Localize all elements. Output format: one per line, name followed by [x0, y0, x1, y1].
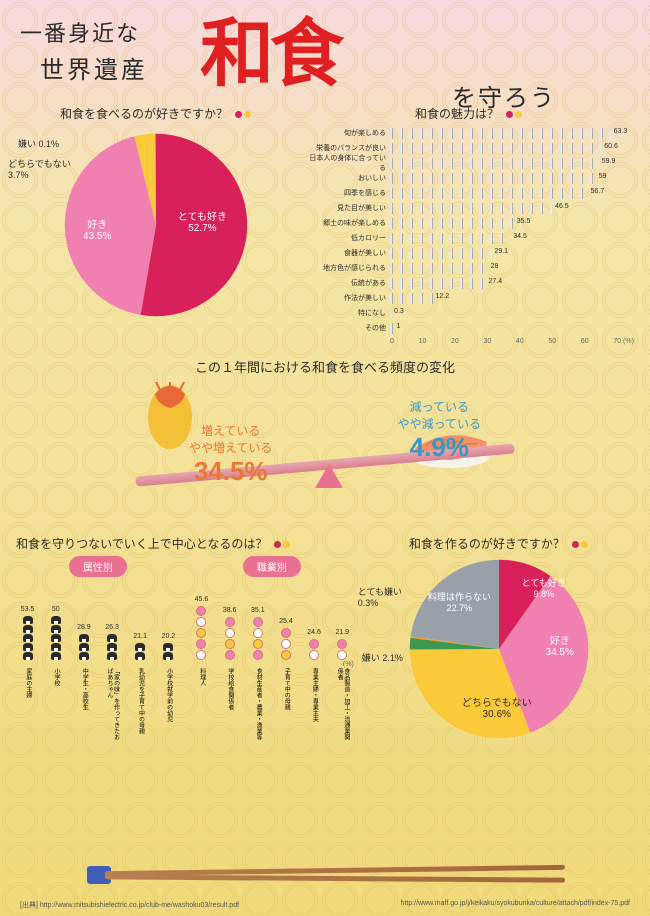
bar-label: 栄養のバランスが良い: [304, 143, 390, 153]
bar-label: 特になし: [304, 308, 390, 318]
footer-right: http://www.maff.go.jp/j/keikaku/syokubun…: [401, 900, 630, 910]
bar-row: 食器が美しい29.1: [304, 246, 634, 260]
vbar-label: 乳幼児を子育て中の母親: [129, 668, 152, 744]
bar-label: 日本人の身体に合っている: [304, 153, 390, 173]
footer: [出典] http://www.mitsubishielectric.co.jp…: [0, 900, 650, 910]
bar-row: 日本人の身体に合っている59.9: [304, 156, 634, 170]
footer-left: [出典] http://www.mitsubishielectric.co.jp…: [20, 900, 239, 910]
bar-label: 作法が美しい: [304, 293, 390, 303]
vbar-label: 食材生産者・農業・漁業等: [246, 668, 269, 744]
bar-label: おいしい: [304, 173, 390, 183]
bar-label: 伝統がある: [304, 278, 390, 288]
vbar-label: 子育て中の母親: [274, 668, 297, 744]
bar-row: 郷土の味が楽しめる35.5: [304, 216, 634, 230]
vbar: 45.6: [190, 596, 213, 661]
bar-label: 旬が楽しめる: [304, 128, 390, 138]
vbar: 38.6: [218, 607, 241, 661]
vbar: 35.1: [246, 607, 269, 661]
vbar-unit: (%): [190, 661, 354, 668]
bar-label: その他: [304, 323, 390, 333]
pie2-l2: どちらでもない30.6%: [462, 694, 532, 720]
seesaw-right: 減っているやや減っている 4.9%: [398, 398, 481, 463]
vbar-label: 家庭の主婦: [16, 668, 39, 744]
bar-row: 四季を感じる56.7: [304, 186, 634, 200]
pie2-ext-4: とても嫌い0.3%: [358, 585, 402, 608]
vbar: 21.1: [129, 633, 152, 661]
vbar-label: 「家の味」を作ってきたおばあちゃん: [100, 668, 123, 744]
vbar: 50: [44, 606, 67, 661]
pie2-l5: 料理は作らない22.7%: [428, 590, 491, 613]
bar-label: 見た目が美しい: [304, 203, 390, 213]
vbar-label: 学校給食関係者: [218, 668, 241, 744]
vbar: 20.2: [157, 633, 180, 661]
pie2-l0: とても好き9.8%: [522, 576, 566, 599]
bar-row: 特になし0.3: [304, 306, 634, 320]
pie2-section: 和食を作るのが好きですか？ とても嫌い0.3% 嫌い 2.1% とても好き9.8…: [364, 531, 634, 750]
pie1-slice-label-1: 好き43.5%: [83, 216, 111, 242]
seesaw-section: この１年間における和食を食べる頻度の変化 増えているやや増えている 34.5% …: [16, 357, 634, 527]
pie1-chart: とても好き52.7% 好き43.5%: [61, 130, 251, 320]
vbar: 21.9: [331, 629, 354, 661]
vbar-label: 専業主婦・専業主夫: [303, 668, 326, 744]
pie1-title: 和食を食べるのが好きですか？: [16, 105, 296, 122]
vbar-label: 小学校就学前の幼児: [157, 668, 180, 744]
seesaw-fulcrum: [315, 464, 343, 488]
bar-row: 低カロリー34.5: [304, 231, 634, 245]
vbar: 26.3: [100, 624, 123, 661]
bar-row: 見た目が美しい46.5: [304, 201, 634, 215]
header: 一番身近な 世界遺産 和食 を守ろう: [0, 0, 650, 93]
bar-row: 伝統がある27.4: [304, 276, 634, 290]
vbar-label: 料理人: [190, 668, 213, 744]
bar-label: 食器が美しい: [304, 248, 390, 258]
bar-row: その他1: [304, 321, 634, 335]
pie1-section: 和食を食べるのが好きですか？ 嫌い 0.1% どちらでもない3.7% とても好き…: [16, 101, 296, 347]
pie2-title: 和食を作るのが好きですか？: [364, 535, 634, 552]
bar-row: 地方色が感じられる28: [304, 261, 634, 275]
barchart-title: 和食の魅力は？: [304, 105, 634, 122]
seesaw-title: この１年間における和食を食べる頻度の変化: [16, 357, 634, 376]
vbar-label: 食品製造・加工・流通業関係者: [331, 668, 354, 744]
bar-row: 旬が楽しめる63.3: [304, 126, 634, 140]
seesaw-left: 増えているやや増えている 34.5%: [189, 422, 272, 487]
pie2-l1: 好き34.5%: [546, 632, 574, 658]
bar-label: 郷土の味が楽しめる: [304, 218, 390, 228]
pie2-ext-3: 嫌い 2.1%: [362, 651, 403, 664]
bar-label: 低カロリー: [304, 233, 390, 243]
pie1-label-kirai: 嫌い 0.1%: [18, 137, 59, 150]
bar-row: 作法が美しい12.2: [304, 291, 634, 305]
title-big: 和食: [200, 0, 340, 101]
vbar-label: 小学校: [44, 668, 67, 744]
pie2-chart: とても好き9.8% 好き34.5% どちらでもない30.6% 料理は作らない22…: [406, 556, 592, 742]
vbar: 24.6: [303, 629, 326, 661]
vbar: 28.9: [72, 624, 95, 661]
badge-job: 職業別: [243, 556, 301, 577]
vbars-section: 和食を守りつないでいく上で中心となるのは？ 属性別 53.55028.926.3…: [16, 531, 354, 750]
bar-row: おいしい59: [304, 171, 634, 185]
barchart-section: 和食の魅力は？ 旬が楽しめる63.3栄養のバランスが良い60.6日本人の身体に合…: [304, 101, 634, 347]
bar-label: 四季を感じる: [304, 188, 390, 198]
vbar-label: 中学生・高校生: [72, 668, 95, 744]
vbar: 25.4: [274, 618, 297, 661]
pie1-slice-label-0: とても好き52.7%: [178, 208, 227, 234]
bar-label: 地方色が感じられる: [304, 263, 390, 273]
vbar: 53.5: [16, 606, 39, 661]
chopsticks-icon: [75, 860, 575, 890]
vbars-title: 和食を守りつないでいく上で中心となるのは？: [16, 535, 354, 552]
badge-attr: 属性別: [69, 556, 127, 577]
